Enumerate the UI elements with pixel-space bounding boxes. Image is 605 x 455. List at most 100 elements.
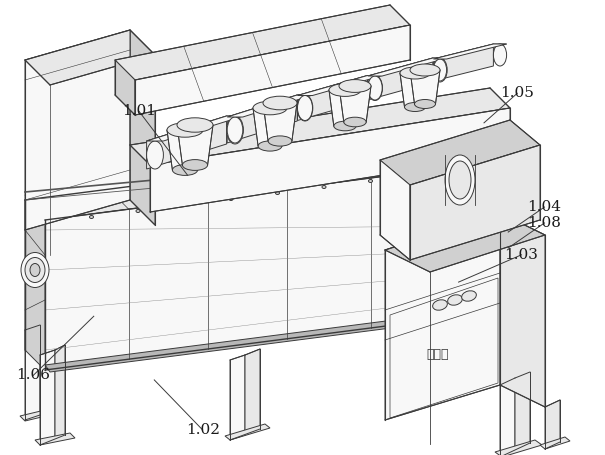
Ellipse shape: [433, 300, 447, 310]
Polygon shape: [410, 145, 540, 260]
Polygon shape: [25, 325, 40, 420]
Ellipse shape: [367, 76, 382, 101]
Ellipse shape: [167, 123, 203, 137]
Polygon shape: [298, 76, 382, 96]
Polygon shape: [25, 30, 130, 230]
Ellipse shape: [172, 165, 198, 175]
Polygon shape: [380, 120, 540, 185]
Polygon shape: [433, 44, 506, 59]
Ellipse shape: [253, 101, 287, 115]
Text: 1.06: 1.06: [16, 369, 50, 382]
Polygon shape: [20, 410, 50, 421]
Polygon shape: [433, 44, 494, 81]
Ellipse shape: [368, 76, 382, 100]
Ellipse shape: [494, 44, 506, 66]
Ellipse shape: [368, 180, 373, 182]
Ellipse shape: [462, 167, 465, 171]
Polygon shape: [227, 95, 313, 117]
Polygon shape: [339, 86, 371, 122]
Polygon shape: [167, 130, 203, 170]
Polygon shape: [130, 30, 155, 225]
Polygon shape: [25, 30, 155, 85]
Polygon shape: [150, 108, 510, 212]
Polygon shape: [495, 440, 542, 455]
Ellipse shape: [177, 118, 213, 132]
Polygon shape: [45, 160, 510, 370]
Ellipse shape: [448, 295, 462, 305]
Text: 1.05: 1.05: [500, 86, 534, 100]
Text: 1.08: 1.08: [528, 216, 561, 230]
Ellipse shape: [334, 121, 356, 131]
Ellipse shape: [405, 102, 425, 111]
Ellipse shape: [298, 96, 313, 121]
Ellipse shape: [90, 216, 94, 218]
Ellipse shape: [329, 84, 361, 96]
Polygon shape: [385, 213, 500, 420]
Text: 1.03: 1.03: [505, 248, 538, 262]
Ellipse shape: [275, 192, 280, 194]
Polygon shape: [245, 349, 260, 435]
Ellipse shape: [445, 155, 475, 205]
Polygon shape: [25, 200, 45, 370]
Polygon shape: [177, 125, 213, 165]
Ellipse shape: [322, 186, 326, 188]
Polygon shape: [298, 76, 382, 96]
Polygon shape: [368, 58, 433, 100]
Ellipse shape: [25, 258, 45, 283]
Text: 1.02: 1.02: [186, 423, 220, 437]
Ellipse shape: [258, 141, 282, 151]
Ellipse shape: [227, 116, 243, 144]
Ellipse shape: [146, 141, 163, 169]
Polygon shape: [329, 90, 361, 126]
Ellipse shape: [339, 80, 371, 92]
Ellipse shape: [462, 291, 476, 301]
Text: 1.01: 1.01: [122, 105, 156, 118]
Polygon shape: [410, 70, 440, 104]
Polygon shape: [25, 140, 510, 220]
Polygon shape: [227, 95, 313, 117]
Polygon shape: [35, 433, 75, 445]
Ellipse shape: [414, 100, 436, 108]
Polygon shape: [45, 305, 515, 372]
Ellipse shape: [136, 209, 140, 212]
Polygon shape: [130, 88, 510, 165]
Polygon shape: [545, 400, 560, 449]
Ellipse shape: [410, 64, 440, 76]
Polygon shape: [263, 103, 297, 141]
Polygon shape: [40, 350, 55, 445]
Polygon shape: [230, 355, 245, 440]
Ellipse shape: [263, 96, 297, 110]
Polygon shape: [540, 437, 570, 449]
Ellipse shape: [268, 136, 292, 146]
Polygon shape: [385, 213, 545, 272]
Polygon shape: [146, 116, 243, 141]
Polygon shape: [55, 345, 65, 440]
Polygon shape: [225, 424, 270, 440]
Polygon shape: [227, 95, 297, 143]
Ellipse shape: [229, 197, 233, 201]
Polygon shape: [433, 44, 506, 59]
Polygon shape: [500, 378, 515, 455]
Polygon shape: [135, 25, 410, 115]
Ellipse shape: [415, 173, 419, 177]
Ellipse shape: [449, 161, 471, 199]
Polygon shape: [115, 60, 135, 115]
Polygon shape: [500, 213, 545, 407]
Text: 1.04: 1.04: [528, 200, 561, 214]
Ellipse shape: [433, 59, 446, 81]
Ellipse shape: [227, 117, 243, 143]
Polygon shape: [368, 58, 447, 76]
Polygon shape: [146, 116, 243, 141]
Polygon shape: [298, 76, 367, 121]
Polygon shape: [115, 5, 410, 80]
Polygon shape: [380, 160, 410, 260]
Ellipse shape: [433, 58, 447, 82]
Polygon shape: [515, 372, 530, 450]
Polygon shape: [25, 135, 495, 200]
Ellipse shape: [297, 95, 313, 121]
Text: 气控柜: 气控柜: [427, 349, 450, 362]
Polygon shape: [368, 58, 447, 76]
Ellipse shape: [182, 160, 208, 171]
Ellipse shape: [21, 253, 49, 288]
Ellipse shape: [183, 203, 186, 207]
